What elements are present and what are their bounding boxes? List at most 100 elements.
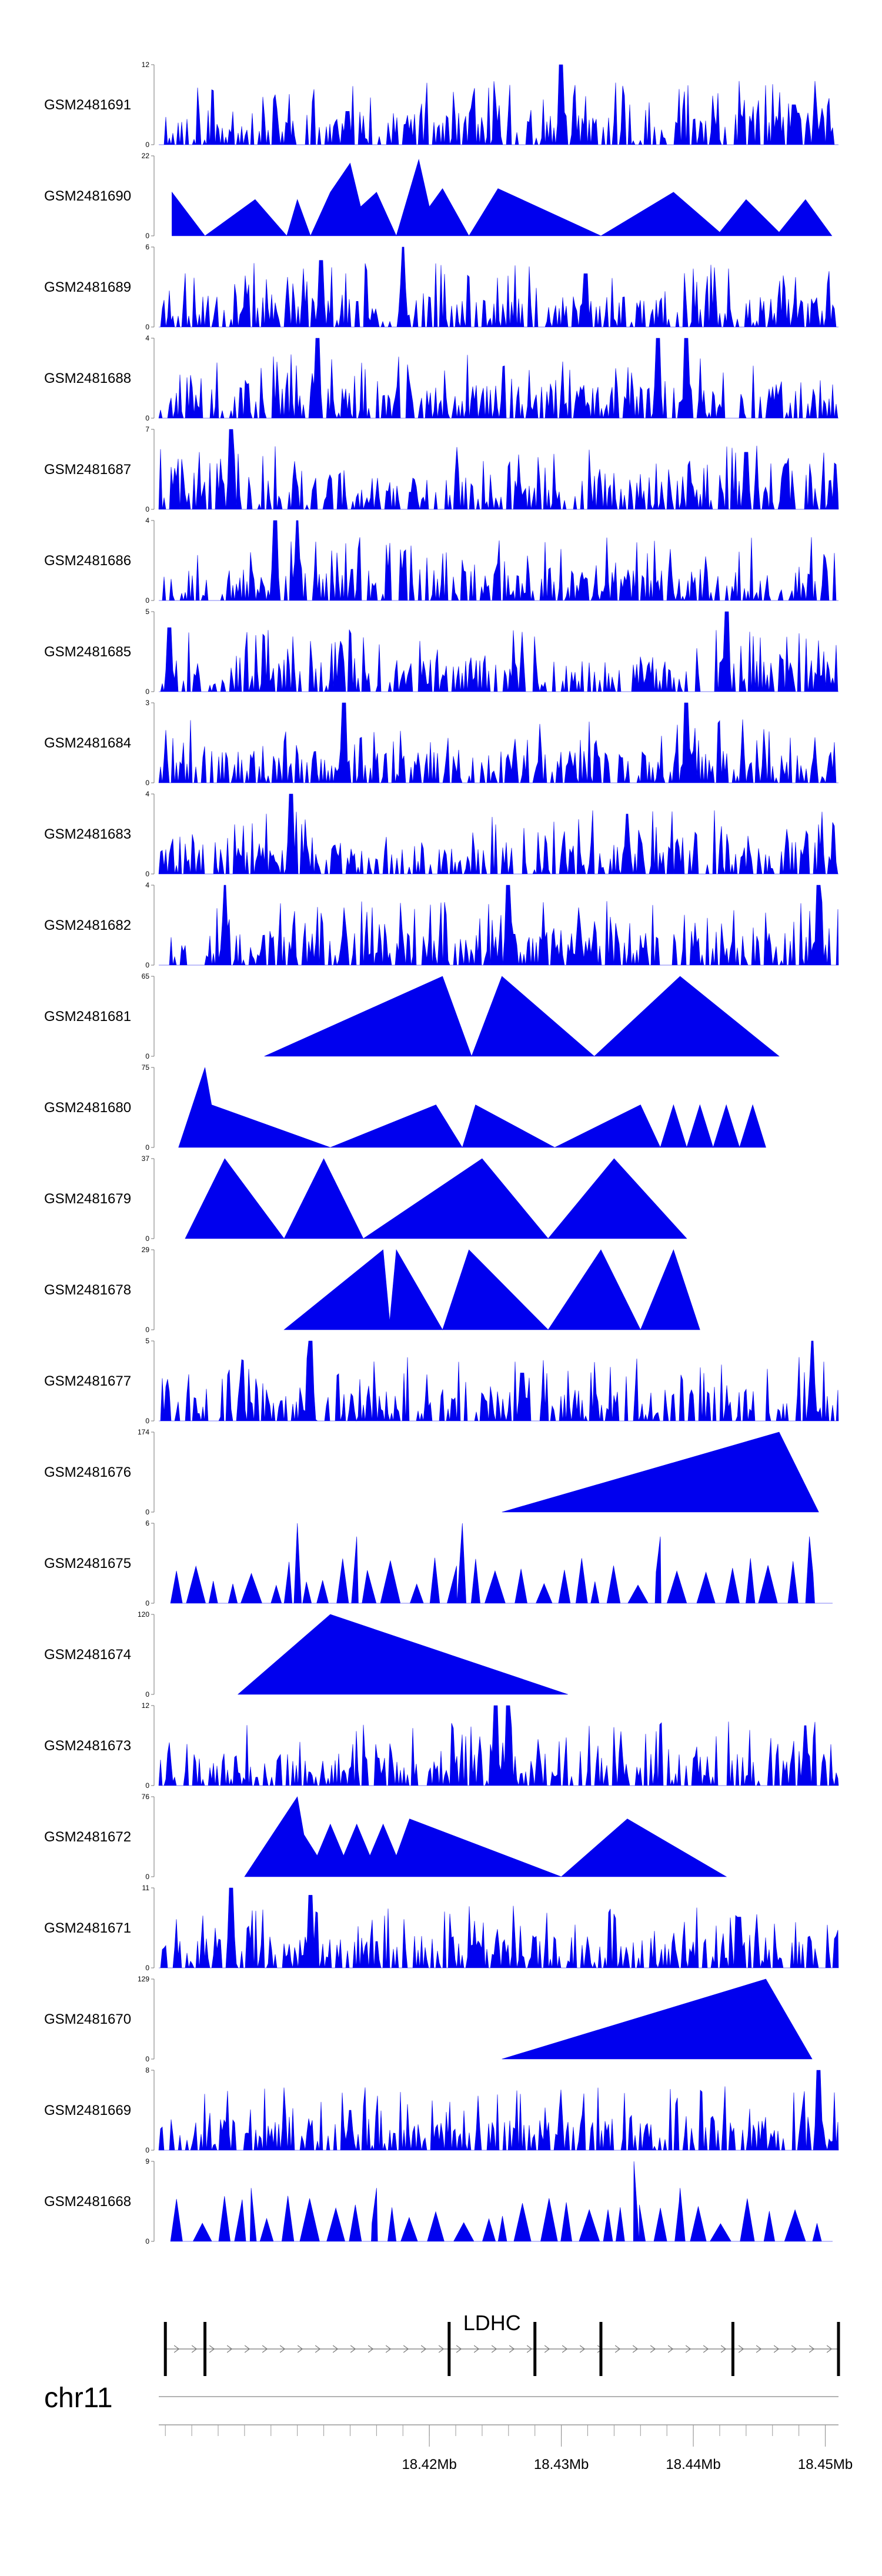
exon-mark [599, 2322, 603, 2376]
y-max-label: 5 [145, 608, 149, 616]
track-label: GSM2481684 [44, 735, 131, 751]
track-GSM2481668: GSM2481668 9 0 [44, 2157, 833, 2245]
strand-arrow [685, 2345, 691, 2353]
strand-arrow [826, 2345, 833, 2353]
y-min-label: 0 [145, 1052, 149, 1060]
strand-arrow [667, 2345, 674, 2353]
tracks-layer: GSM2481691120GSM2481690220GSM248168960GS… [44, 61, 839, 2245]
coverage-area [170, 1523, 833, 1604]
strand-arrow [756, 2345, 762, 2353]
coverage-area [237, 1614, 568, 1695]
strand-arrow [526, 2345, 533, 2353]
track-GSM2481681: GSM2481681 65 0 [44, 972, 780, 1060]
coverage-area [502, 1978, 813, 2060]
x-tick-label: 18.44Mb [666, 2457, 720, 2472]
y-min-label: 0 [145, 2237, 149, 2245]
track-label: GSM2481668 [44, 2194, 131, 2210]
strand-arrow [226, 2345, 233, 2353]
coverage-area [159, 64, 838, 145]
genome-axis: chr11 18.42Mb 18.43Mb 18.44Mb 18.45Mb [44, 2383, 853, 2472]
strand-arrow [315, 2345, 321, 2353]
track-GSM2481675: GSM2481675 6 0 [44, 1519, 833, 1607]
y-min-label: 0 [145, 141, 149, 149]
strand-arrow [368, 2345, 374, 2353]
y-min-label: 0 [145, 232, 149, 240]
y-max-label: 7 [145, 425, 149, 433]
exon-mark [447, 2322, 451, 2376]
track-GSM2481689: GSM2481689 6 0 [44, 243, 838, 331]
y-max-label: 8 [145, 2066, 149, 2074]
coverage-area [502, 1432, 819, 1513]
coverage-area [244, 1796, 727, 1877]
coverage-area [159, 1340, 839, 1422]
coverage-area [172, 159, 833, 236]
x-tick-label: 18.45Mb [798, 2457, 853, 2472]
strand-arrow [279, 2345, 286, 2353]
strand-arrow [738, 2345, 744, 2353]
track-label: GSM2481689 [44, 279, 131, 295]
strand-arrow [297, 2345, 303, 2353]
track-GSM2481671: GSM2481671 11 0 [44, 1884, 839, 1972]
track-label: GSM2481687 [44, 462, 131, 478]
y-max-label: 11 [142, 1884, 150, 1892]
track-label: GSM2481678 [44, 1282, 131, 1298]
strand-arrow [509, 2345, 515, 2353]
y-min-label: 0 [145, 1234, 149, 1243]
y-max-label: 174 [138, 1428, 149, 1436]
track-label: GSM2481671 [44, 1920, 131, 1936]
track-GSM2481674: GSM2481674 120 0 [44, 1610, 568, 1699]
strand-arrow [562, 2345, 568, 2353]
track-GSM2481679: GSM2481679 37 0 [44, 1154, 687, 1243]
gene-label: LDHC [463, 2311, 521, 2335]
strand-arrow [544, 2345, 550, 2353]
y-min-label: 0 [145, 779, 149, 787]
y-max-label: 12 [142, 1701, 150, 1710]
y-min-label: 0 [145, 870, 149, 878]
track-GSM2481688: GSM2481688 4 0 [44, 334, 838, 422]
y-min-label: 0 [145, 961, 149, 969]
coverage-area [159, 885, 839, 966]
track-GSM2481678: GSM2481678 29 0 [44, 1246, 700, 1334]
track-label: GSM2481677 [44, 1373, 131, 1389]
exon-mark [163, 2322, 167, 2376]
track-GSM2481670: GSM2481670 129 0 [44, 1975, 813, 2063]
strand-arrow [720, 2345, 727, 2353]
chromosome-label: chr11 [44, 2383, 113, 2414]
exon-mark [533, 2322, 537, 2376]
strand-arrow [491, 2345, 497, 2353]
coverage-area [159, 1887, 839, 1968]
gene-model: LDHC [163, 2311, 840, 2376]
y-min-label: 0 [145, 1781, 149, 1790]
track-GSM2481691: GSM2481691 12 0 [44, 61, 838, 149]
strand-arrow [773, 2345, 780, 2353]
coverage-area [264, 976, 780, 1057]
track-GSM2481677: GSM2481677 5 0 [44, 1337, 839, 1425]
y-max-label: 3 [145, 699, 149, 707]
y-min-label: 0 [145, 1143, 149, 1152]
track-GSM2481672: GSM2481672 76 0 [44, 1793, 727, 1881]
y-max-label: 4 [145, 881, 149, 889]
y-max-label: 6 [145, 1519, 149, 1527]
track-label: GSM2481688 [44, 371, 131, 386]
coverage-area [170, 2161, 833, 2242]
y-min-label: 0 [145, 505, 149, 513]
y-max-label: 129 [138, 1975, 149, 1983]
coverage-area [158, 429, 839, 510]
track-label: GSM2481691 [44, 97, 131, 113]
strand-arrow [262, 2345, 268, 2353]
track-label: GSM2481690 [44, 188, 131, 204]
coverage-area [158, 702, 838, 784]
strand-arrow [579, 2345, 586, 2353]
track-label: GSM2481670 [44, 2011, 131, 2027]
strand-arrow [209, 2345, 215, 2353]
exon-mark [203, 2322, 207, 2376]
y-max-label: 6 [145, 243, 149, 251]
y-min-label: 0 [145, 1873, 149, 1881]
y-max-label: 75 [142, 1063, 150, 1072]
strand-arrow [350, 2345, 356, 2353]
track-GSM2481690: GSM2481690 22 0 [44, 152, 833, 240]
track-label: GSM2481685 [44, 644, 131, 660]
y-min-label: 0 [145, 1326, 149, 1334]
track-label: GSM2481683 [44, 826, 131, 842]
